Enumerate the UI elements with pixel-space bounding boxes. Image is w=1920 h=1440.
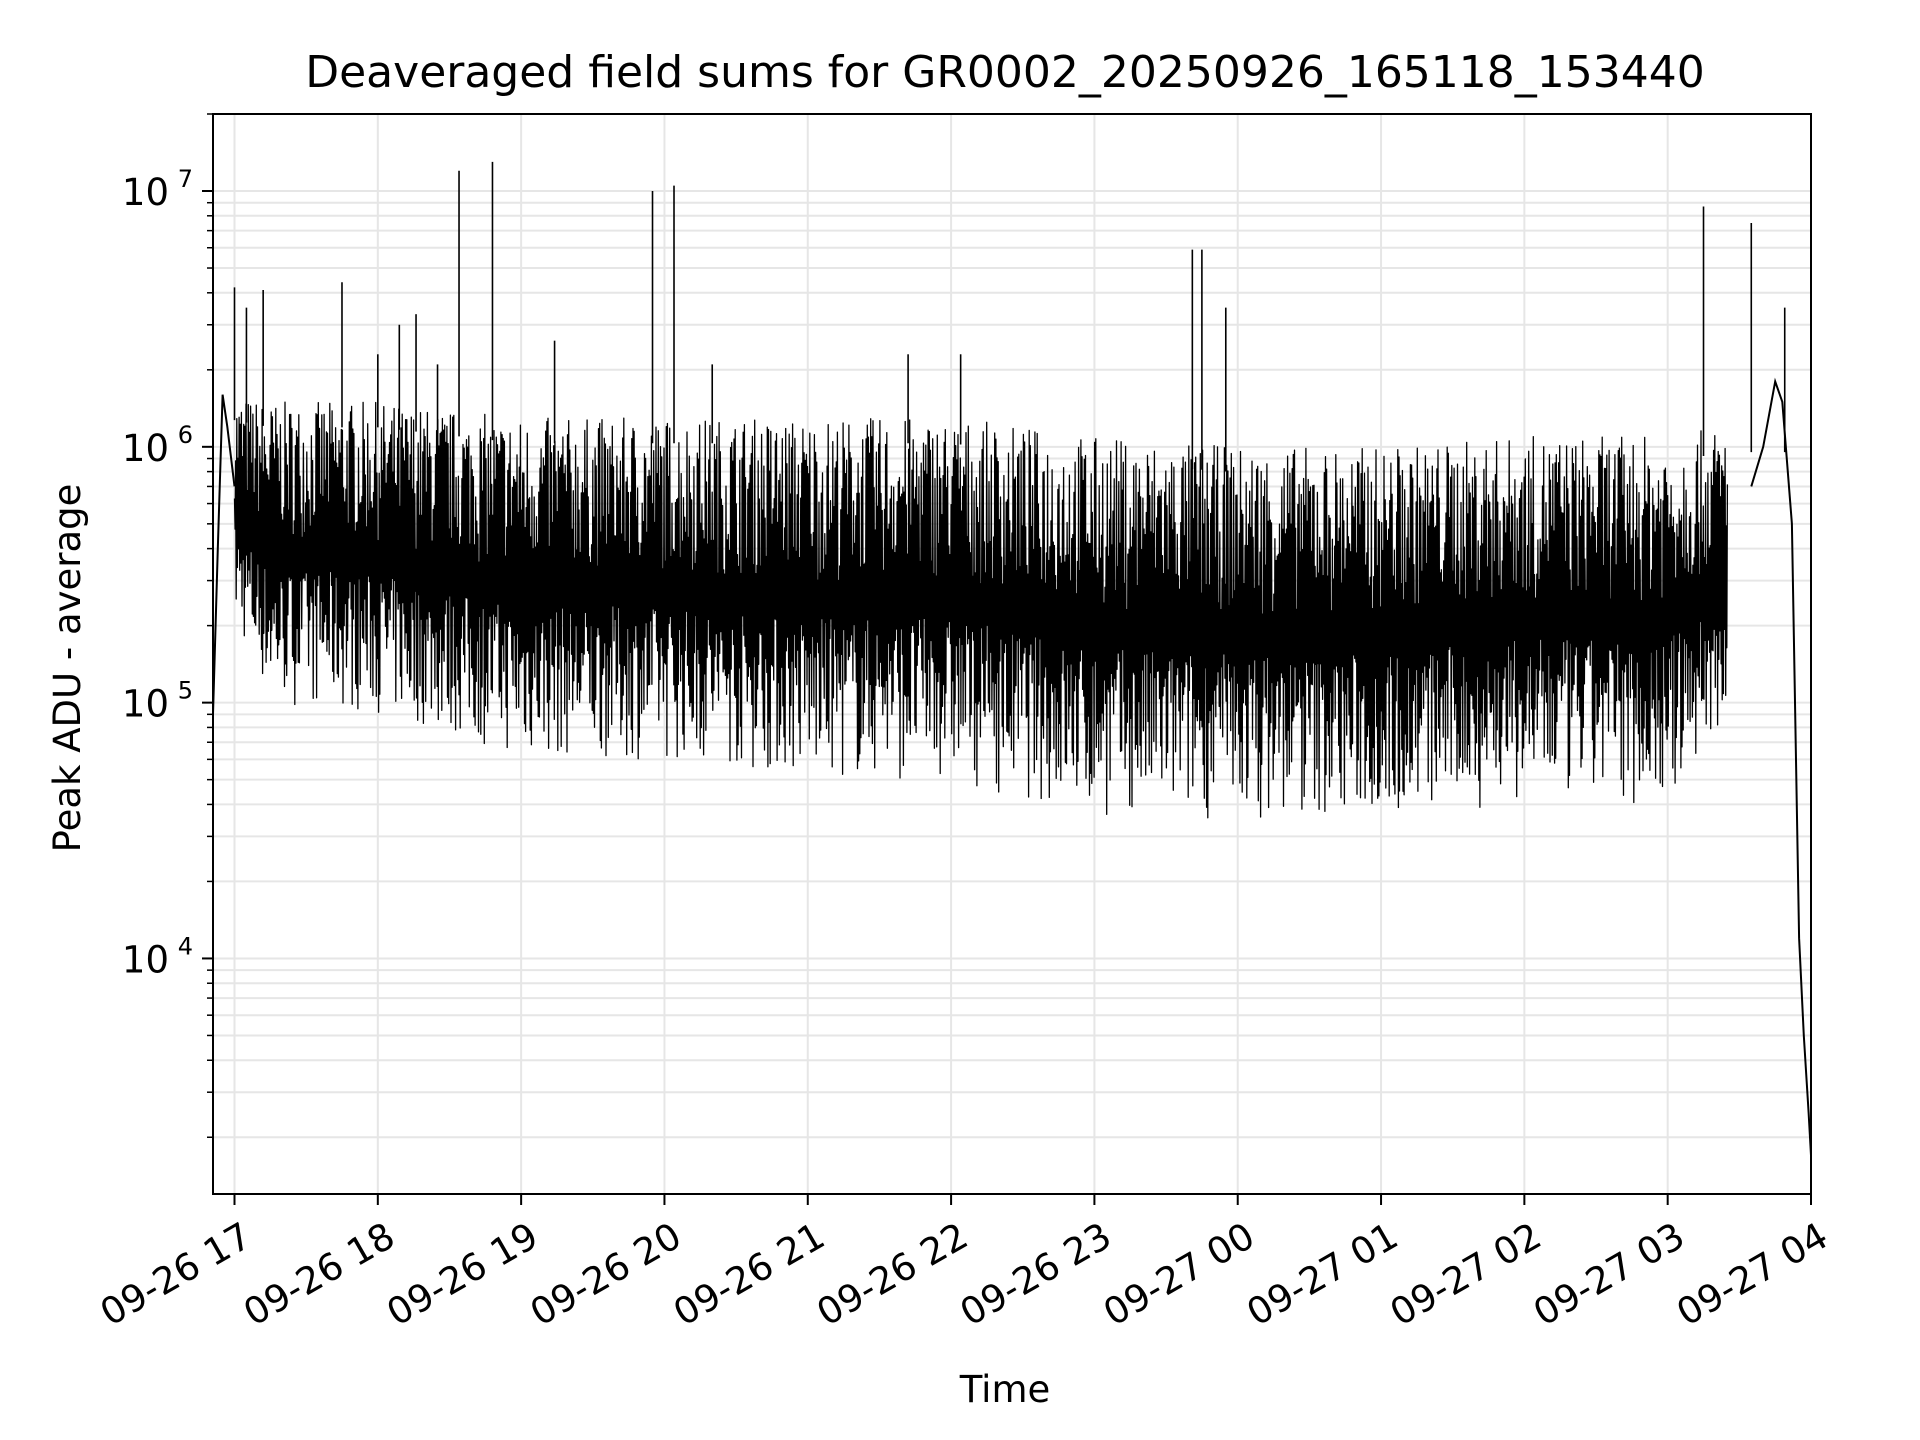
- y-tick-label: 10: [122, 938, 169, 981]
- y-tick-exponent: 5: [178, 677, 193, 705]
- y-tick-exponent: 6: [178, 421, 193, 449]
- y-tick-exponent: 4: [178, 932, 193, 960]
- y-axis-label: Peak ADU - average: [46, 484, 89, 853]
- x-axis-label: Time: [959, 1368, 1051, 1411]
- series-layer: [212, 161, 1812, 1156]
- axes-frame: [212, 113, 1812, 1195]
- y-tick-label: 10: [122, 171, 169, 214]
- series-noise-trace: [233, 401, 1729, 819]
- y-tick-label: 10: [122, 427, 169, 470]
- chart-title: Deaveraged field sums for GR0002_2025092…: [305, 47, 1705, 98]
- series-end-segment: [1750, 377, 1812, 1156]
- y-tick-label: 10: [122, 683, 169, 726]
- series-start-segment: [212, 394, 236, 715]
- y-tick-exponent: 7: [178, 165, 193, 193]
- noise-band-layer: [233, 401, 1729, 819]
